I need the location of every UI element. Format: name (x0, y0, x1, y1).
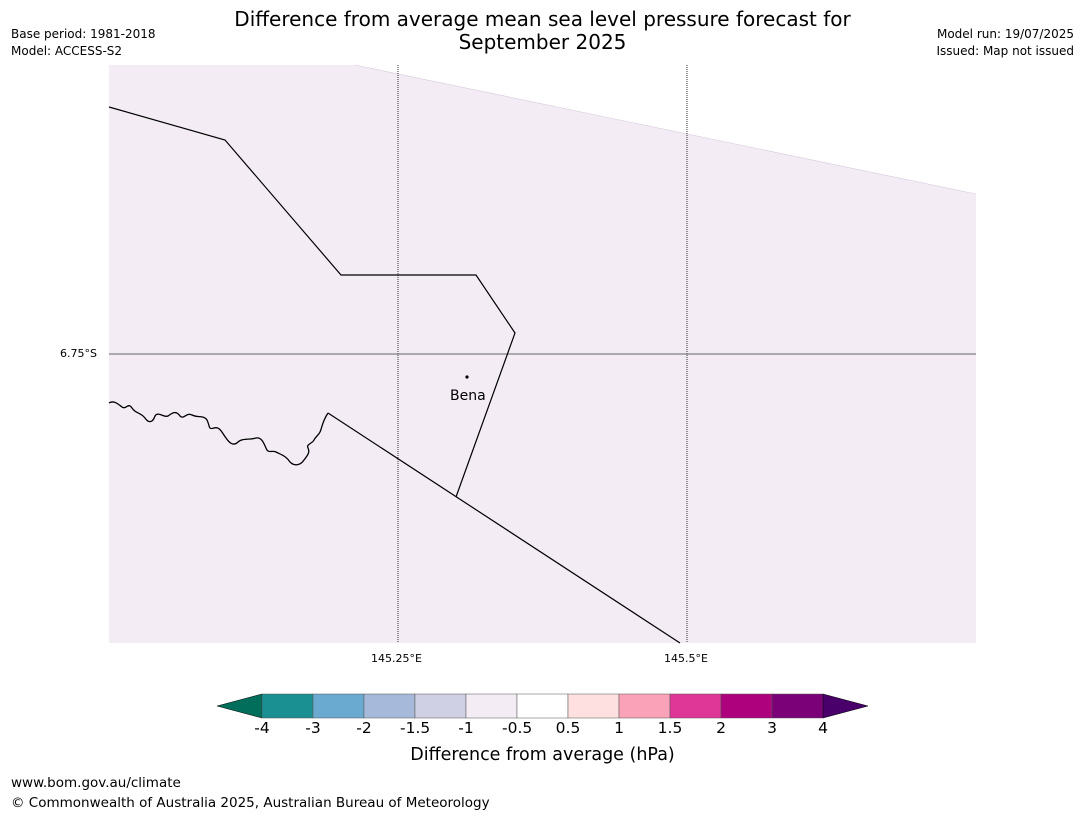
colorbar-segment (261, 693, 314, 719)
colorbar-tick-label: -0.5 (502, 719, 533, 737)
colorbar-tick-label: 1 (614, 719, 624, 737)
colorbar-segment (465, 693, 518, 719)
base-period: Base period: 1981-2018 (11, 27, 156, 41)
issued-status: Issued: Map not issued (936, 44, 1074, 58)
colorbar-under-arrow (216, 693, 263, 719)
colorbar-segment (516, 693, 569, 719)
meta-left: Base period: 1981-2018 Model: ACCESS-S2 (11, 26, 156, 60)
longitude-label-2: 145.5°E (664, 652, 708, 665)
colorbar-tick-label: -1 (458, 719, 474, 737)
colorbar-tick-label: 1.5 (657, 719, 683, 737)
river-line (108, 401, 329, 466)
colorbar-tick-label: -3 (305, 719, 321, 737)
title-line-2: September 2025 (458, 30, 627, 54)
colorbar-tick-label: -2 (356, 719, 372, 737)
colorbar-tick-label: 4 (818, 719, 828, 737)
colorbar-segment (567, 693, 620, 719)
colorbar-tick-label: 2 (716, 719, 726, 737)
colorbar-segment (312, 693, 365, 719)
title-line-1: Difference from average mean sea level p… (234, 7, 851, 31)
colorbar-title: Difference from average (hPa) (410, 745, 675, 765)
model-run: Model run: 19/07/2025 (936, 27, 1074, 41)
colorbar-segments (261, 693, 824, 719)
colorbar-segment (669, 693, 722, 719)
longitude-label-1: 145.25°E (371, 652, 422, 665)
province-border-south (327, 412, 681, 644)
colorbar-over-arrow (822, 693, 869, 719)
colorbar-tick-label: -1.5 (400, 719, 431, 737)
colorbar-tick-label: -4 (254, 719, 270, 737)
colorbar-segment (363, 693, 416, 719)
map-title: Difference from average mean sea level p… (0, 8, 1085, 54)
model-name: Model: ACCESS-S2 (11, 44, 123, 58)
latitude-label: 6.75°S (60, 347, 97, 360)
footer-copyright: © Commonwealth of Australia 2025, Austra… (11, 795, 490, 811)
town-marker (465, 375, 469, 379)
colorbar-tick-label: 0.5 (555, 719, 581, 737)
meta-right: Model run: 19/07/2025 Issued: Map not is… (936, 26, 1074, 60)
colorbar-segment (771, 693, 824, 719)
colorbar-segment (618, 693, 671, 719)
colorbar-segment (414, 693, 467, 719)
province-border (108, 106, 516, 498)
colorbar-tick-label: 3 (767, 719, 777, 737)
fill-edge (354, 64, 977, 195)
colorbar-segment (720, 693, 773, 719)
footer-url[interactable]: www.bom.gov.au/climate (11, 775, 181, 791)
place-label-bena: Bena (450, 388, 486, 404)
